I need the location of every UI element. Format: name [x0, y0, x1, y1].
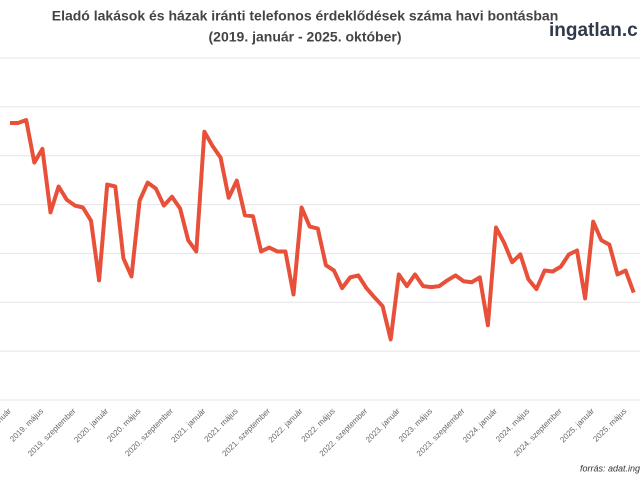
source: forrás: adat.ing — [580, 463, 640, 473]
x-tick-label: 2022. január — [267, 406, 305, 444]
x-tick-label: 2020. január — [72, 406, 110, 444]
x-tick-label: 2024. január — [461, 406, 499, 444]
chart-subtitle: (2019. január - 2025. október) — [209, 29, 402, 45]
x-tick-label: 2025. január — [558, 406, 596, 444]
logo: ingatlan.c — [549, 20, 638, 41]
x-tick-label: 2023. január — [364, 406, 402, 444]
line — [10, 118, 636, 342]
chart-title: Eladó lakások és házak iránti telefonos … — [52, 8, 559, 24]
x-tick-label: 2021. január — [169, 406, 207, 444]
x-tick-label: 2025. május — [591, 407, 628, 444]
